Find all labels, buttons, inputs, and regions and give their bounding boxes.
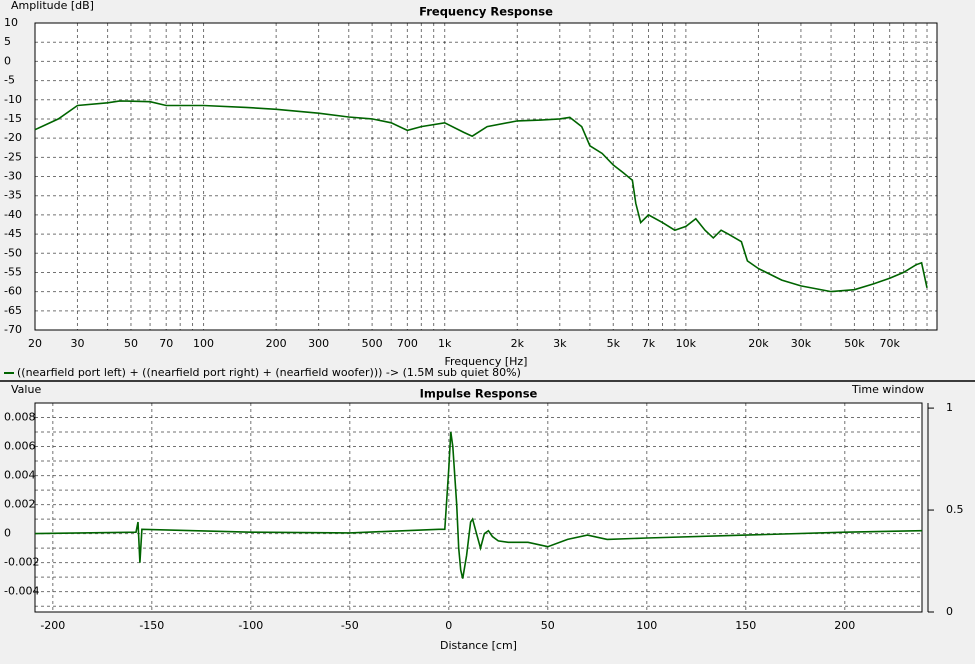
plot-area — [35, 403, 922, 612]
y-tick-label: 0.006 — [4, 440, 36, 453]
x-tick-label: 50 — [541, 619, 555, 632]
y-tick-label: -20 — [4, 131, 22, 144]
y-tick-label: -55 — [4, 265, 22, 278]
x-tick-label: 70 — [159, 337, 173, 350]
chart-title: Impulse Response — [420, 387, 538, 401]
y-tick-label: -45 — [4, 227, 22, 240]
y-tick-label: -10 — [4, 93, 22, 106]
x-axis-label: Frequency [Hz] — [445, 355, 528, 368]
y2-tick-label: 0.5 — [946, 503, 964, 516]
legend-label: ((nearfield port left) + ((nearfield por… — [17, 366, 521, 379]
y-tick-label: -5 — [4, 74, 15, 87]
x-tick-label: 20k — [748, 337, 769, 350]
chart-title: Frequency Response — [419, 5, 553, 19]
x-tick-label: 5k — [607, 337, 621, 350]
y-tick-label: -35 — [4, 189, 22, 202]
x-tick-label: 0 — [445, 619, 452, 632]
x-tick-label: 10k — [676, 337, 697, 350]
data-line — [34, 100, 928, 293]
x-tick-label: 100 — [193, 337, 214, 350]
y-tick-label: 0.008 — [4, 411, 36, 424]
x-tick-label: 500 — [362, 337, 383, 350]
y-tick-label: 0.004 — [4, 469, 36, 482]
x-tick-label: 1k — [438, 337, 452, 350]
x-tick-label: 30k — [791, 337, 812, 350]
y-axis-label: Amplitude [dB] — [11, 0, 94, 12]
y-tick-label: -60 — [4, 285, 22, 298]
y-tick-label: -50 — [4, 246, 22, 259]
y-tick-label: 0 — [4, 527, 11, 540]
y-tick-label: -0.004 — [4, 585, 39, 598]
y-tick-label: -65 — [4, 304, 22, 317]
y-tick-label: 10 — [4, 16, 18, 29]
y2-tick-label: 1 — [946, 401, 953, 414]
y-tick-label: -30 — [4, 170, 22, 183]
x-tick-label: 150 — [735, 619, 756, 632]
plot-border — [34, 22, 938, 331]
y-tick-label: 0 — [4, 54, 11, 67]
x-tick-label: 200 — [834, 619, 855, 632]
x-tick-label: -150 — [139, 619, 164, 632]
y-tick-label: 0.002 — [4, 498, 36, 511]
y2-tick-label: 0 — [946, 605, 953, 618]
x-tick-label: 20 — [28, 337, 42, 350]
x-tick-label: 50k — [844, 337, 865, 350]
plot-border — [34, 402, 923, 613]
x-axis-label: Distance [cm] — [440, 639, 517, 652]
x-tick-label: 300 — [308, 337, 329, 350]
x-tick-label: -100 — [238, 619, 263, 632]
y2-axis-label: Time window — [851, 383, 924, 396]
x-tick-label: 30 — [70, 337, 84, 350]
x-tick-label: 200 — [266, 337, 287, 350]
data-line — [34, 431, 923, 579]
x-tick-label: 50 — [124, 337, 138, 350]
y-tick-label: -0.002 — [4, 556, 39, 569]
x-tick-label: 3k — [553, 337, 567, 350]
y-tick-label: -70 — [4, 323, 22, 336]
x-tick-label: 70k — [879, 337, 900, 350]
y-axis-label: Value — [11, 383, 41, 396]
x-tick-label: 7k — [642, 337, 656, 350]
x-tick-label: 700 — [397, 337, 418, 350]
y-tick-label: -40 — [4, 208, 22, 221]
y-tick-label: 5 — [4, 35, 11, 48]
x-tick-label: 2k — [511, 337, 525, 350]
y-tick-label: -25 — [4, 150, 22, 163]
x-tick-label: 100 — [636, 619, 657, 632]
y-tick-label: -15 — [4, 112, 22, 125]
x-tick-label: -200 — [40, 619, 65, 632]
x-tick-label: -50 — [341, 619, 359, 632]
